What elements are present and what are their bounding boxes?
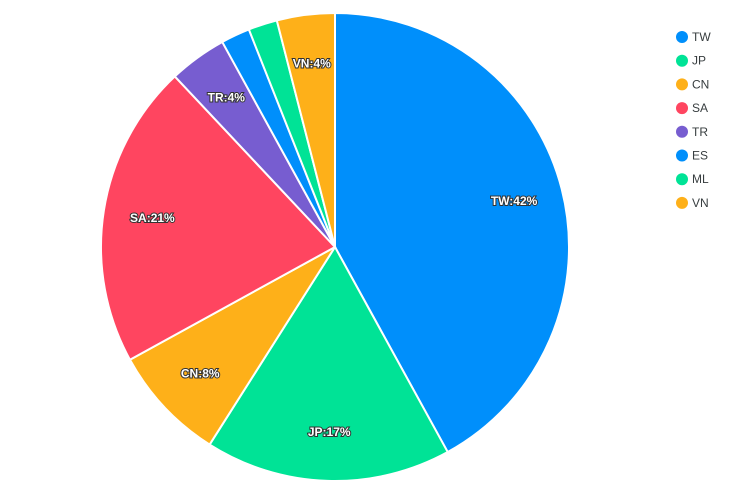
legend-marker-cn [676, 78, 688, 91]
legend-label-cn: CN [692, 77, 709, 91]
legend-label-vn: VN [692, 196, 709, 210]
legend-item-vn[interactable]: VN [676, 196, 709, 210]
legend-item-tr[interactable]: TR [676, 125, 708, 139]
legend: TW JP CN SA TR ES ML VN [676, 30, 711, 210]
legend-item-cn[interactable]: CN [676, 77, 709, 91]
slice-label-tr: TR:4% [208, 90, 246, 104]
pie-slice-cn[interactable] [128, 246, 336, 446]
legend-item-ml[interactable]: ML [676, 172, 709, 186]
pie-slice-tw[interactable] [334, 11, 570, 454]
legend-marker-vn [676, 196, 688, 209]
pie-slice-vn[interactable] [275, 11, 336, 248]
slice-label-jp: JP:17% [308, 425, 351, 439]
legend-item-es[interactable]: ES [676, 149, 708, 163]
legend-item-sa[interactable]: SA [676, 101, 708, 115]
slice-label-tw: TW:42% [491, 194, 538, 208]
legend-label-jp: JP [692, 54, 706, 68]
slice-label-vn: VN:4% [293, 57, 331, 71]
legend-marker-tw [676, 31, 688, 43]
legend-marker-ml [676, 173, 688, 186]
legend-label-es: ES [692, 149, 708, 163]
legend-marker-es [676, 149, 688, 162]
legend-label-tw: TW [692, 30, 711, 44]
slice-labels: TW:42% JP:17% CN:8% SA:21% TR:4% VN:4% [129, 56, 539, 440]
legend-label-ml: ML [692, 172, 709, 186]
legend-marker-jp [676, 54, 688, 67]
legend-marker-sa [676, 102, 688, 115]
legend-marker-tr [676, 125, 688, 138]
pie-slices [100, 11, 570, 482]
legend-label-sa: SA [692, 101, 708, 115]
legend-label-tr: TR [692, 125, 708, 139]
pie-slice-jp[interactable] [208, 245, 450, 482]
legend-item-tw[interactable]: TW [676, 30, 711, 44]
pie-slice-sa[interactable] [100, 75, 337, 362]
legend-item-jp[interactable]: JP [676, 54, 706, 68]
slice-label-cn: CN:8% [181, 367, 220, 381]
slice-label-sa: SA:21% [130, 211, 175, 225]
